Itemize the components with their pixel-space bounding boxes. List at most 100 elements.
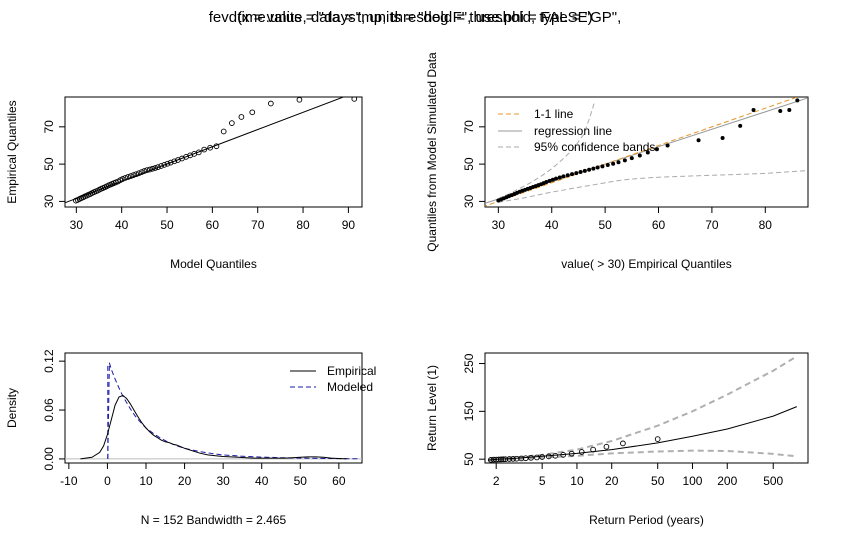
x-tick-label: 70 — [705, 218, 719, 232]
data-point — [155, 164, 161, 170]
plot-frame — [64, 96, 363, 208]
qq-plot-simulated-vs-empirical: 30 40 50 60 70 80 30 50 70 value( > 30) Empirical… — [425, 52, 809, 271]
y-tick-label: 50 — [42, 157, 56, 171]
data-point — [545, 453, 552, 460]
y-tick-label: 30 — [42, 194, 56, 208]
data-point — [152, 165, 159, 171]
y-tick-label: 0.06 — [42, 398, 56, 422]
data-point — [220, 128, 227, 135]
y-axis-label: Return Level (1) — [425, 365, 439, 451]
data-point — [595, 165, 600, 170]
x-tick-label: 30 — [492, 218, 506, 232]
data-point — [616, 160, 621, 165]
data-point — [207, 144, 213, 151]
data-point — [587, 167, 592, 172]
plot-area — [485, 97, 808, 207]
x-tick-label: 30 — [70, 218, 84, 232]
data-point — [547, 178, 552, 183]
qq-plot-model-vs-empirical: 30 40 50 60 70 80 90 30 50 70 Model Quantiles Empir… — [5, 96, 363, 271]
data-point — [488, 457, 494, 463]
data-point — [568, 450, 575, 457]
one-to-one-line — [485, 97, 799, 207]
data-point — [138, 169, 145, 175]
data-point — [560, 452, 567, 458]
data-point — [167, 159, 174, 166]
data-point — [351, 97, 358, 102]
y-tick-label: 50 — [462, 452, 476, 466]
data-point — [665, 143, 670, 148]
x-tick-label: 50 — [160, 218, 174, 232]
x-tick-label: 60 — [206, 218, 220, 232]
y-axis-label: Quantiles from Model Simulated Data — [425, 52, 439, 252]
data-point — [136, 170, 142, 177]
x-tick-label: 50 — [598, 218, 612, 232]
data-point — [238, 114, 245, 120]
data-point — [620, 440, 626, 447]
figure-title-line-1: fevd(x = value, data = tmp, threshold = … — [209, 9, 622, 26]
lower-ci-line — [487, 449, 797, 462]
upper-ci-line — [487, 355, 798, 461]
y-axis-label: Density — [5, 388, 19, 428]
data-point — [146, 166, 153, 173]
data-point — [528, 454, 534, 461]
plot-area — [65, 97, 358, 204]
legend-label: regression line — [534, 124, 612, 138]
y-tick-label: 0.00 — [42, 447, 56, 471]
x-tick-label: -10 — [60, 474, 78, 488]
data-point — [510, 456, 516, 462]
data-point — [578, 449, 585, 455]
legend-label: 1-1 line — [534, 107, 574, 121]
data-point — [544, 180, 549, 185]
data-point — [141, 168, 148, 174]
x-tick-label: 40 — [255, 474, 269, 488]
data-point — [161, 162, 168, 168]
data-point — [127, 173, 134, 179]
x-tick-label: 60 — [652, 218, 666, 232]
x-tick-label: 500 — [763, 474, 783, 488]
data-point — [552, 452, 559, 459]
data-point — [582, 168, 587, 173]
upper-confidence-band — [498, 102, 595, 200]
figure-title-line-2: time.units = "days", units = "deg F", us… — [237, 9, 592, 26]
data-point — [149, 165, 156, 172]
data-point — [578, 169, 583, 174]
data-point — [565, 173, 570, 178]
return-level-plot: 2 5 10 20 50 100 200 500 50 150 250 Return Period (… — [425, 352, 809, 527]
data-point — [637, 153, 642, 158]
data-point — [229, 120, 235, 126]
data-point — [201, 146, 208, 153]
x-tick-label: 50 — [294, 474, 308, 488]
data-point — [171, 158, 178, 165]
x-tick-label: 70 — [251, 218, 265, 232]
y-tick-label: 70 — [42, 120, 56, 134]
y-axis-label: Empirical Quantiles — [5, 100, 19, 203]
data-point — [787, 108, 792, 113]
data-point — [296, 97, 303, 103]
x-tick-label: 50 — [651, 474, 665, 488]
x-tick-label: 20 — [605, 474, 619, 488]
density-plot: -10 0 10 20 30 40 50 60 0.00 0.06 0.12 N = 152 Band… — [5, 349, 376, 527]
data-point — [522, 455, 529, 462]
plot-frame — [484, 352, 809, 464]
data-point — [557, 175, 562, 180]
data-point — [550, 177, 555, 182]
modeled-density-line — [107, 362, 359, 460]
data-point — [268, 100, 274, 107]
x-tick-label: 5 — [539, 474, 546, 488]
data-point — [591, 166, 596, 171]
x-tick-label: 40 — [115, 218, 129, 232]
data-point — [570, 172, 575, 177]
data-point — [561, 174, 566, 179]
legend-label: 95% confidence bands — [534, 140, 655, 154]
x-tick-label: 80 — [296, 218, 310, 232]
y-tick-label: 50 — [462, 157, 476, 171]
legend-label: Modeled — [327, 380, 373, 394]
plot-frame — [484, 96, 809, 208]
data-point — [506, 456, 513, 462]
x-tick-label: 10 — [139, 474, 153, 488]
data-point — [696, 138, 701, 143]
data-point — [622, 158, 627, 163]
return-level-line — [487, 406, 797, 461]
